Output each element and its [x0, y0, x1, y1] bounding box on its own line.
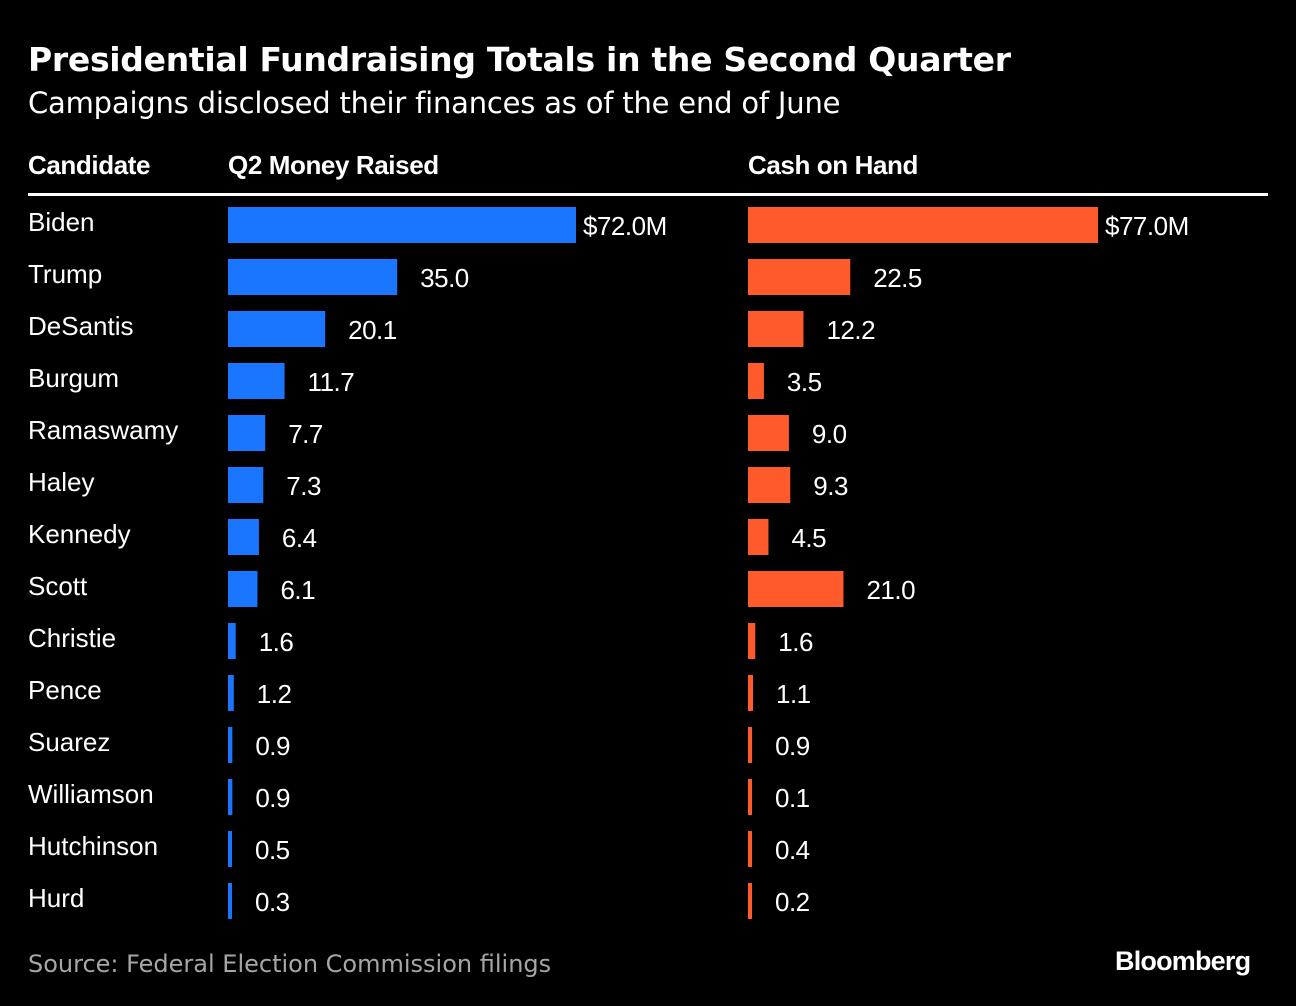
bar-cash-on-hand-hutchinson: [748, 831, 752, 867]
source-note: Source: Federal Election Commission fili…: [28, 950, 552, 978]
bar-q2-money-raised-trump: [228, 259, 398, 295]
bar-q2-money-raised-burgum: [228, 363, 285, 399]
data-label-cash-on-hand-hutchinson: 0.4: [775, 835, 810, 865]
column-header-q2-money-raised: Q2 Money Raised: [228, 150, 439, 180]
category-label-ramaswamy: Ramaswamy: [28, 415, 178, 445]
bar-cash-on-hand-haley: [748, 467, 791, 503]
data-label-q2-money-raised-biden: $72.0M: [583, 211, 667, 241]
category-label-desantis: DeSantis: [28, 311, 134, 341]
data-label-q2-money-raised-hutchinson: 0.5: [255, 835, 290, 865]
category-label-hutchinson: Hutchinson: [28, 831, 158, 861]
category-label-trump: Trump: [28, 259, 102, 289]
data-label-q2-money-raised-desantis: 20.1: [348, 315, 397, 345]
bloomberg-logo: Bloomberg: [1115, 946, 1251, 976]
data-label-cash-on-hand-hurd: 0.2: [775, 887, 810, 917]
bar-q2-money-raised-suarez: [228, 727, 233, 763]
bar-cash-on-hand-pence: [748, 675, 753, 711]
data-label-q2-money-raised-kennedy: 6.4: [282, 523, 317, 553]
category-label-christie: Christie: [28, 623, 116, 653]
data-label-q2-money-raised-suarez: 0.9: [255, 731, 290, 761]
bar-cash-on-hand-biden: [748, 207, 1098, 243]
category-label-williamson: Williamson: [28, 779, 154, 809]
category-label-haley: Haley: [28, 467, 94, 497]
data-label-cash-on-hand-burgum: 3.5: [787, 367, 822, 397]
data-label-cash-on-hand-suarez: 0.9: [775, 731, 810, 761]
data-label-cash-on-hand-scott: 21.0: [866, 575, 915, 605]
data-label-q2-money-raised-burgum: 11.7: [308, 367, 355, 397]
data-label-cash-on-hand-trump: 22.5: [873, 263, 922, 293]
category-label-kennedy: Kennedy: [28, 519, 131, 549]
bar-cash-on-hand-burgum: [748, 363, 764, 399]
category-label-biden: Biden: [28, 207, 95, 237]
data-label-cash-on-hand-desantis: 12.2: [826, 315, 875, 345]
bar-cash-on-hand-desantis: [748, 311, 804, 347]
category-label-hurd: Hurd: [28, 883, 84, 913]
chart-title: Presidential Fundraising Totals in the S…: [28, 40, 1011, 79]
data-label-cash-on-hand-haley: 9.3: [813, 471, 848, 501]
bar-cash-on-hand-kennedy: [748, 519, 769, 555]
column-header-candidate: Candidate: [28, 150, 151, 180]
bar-q2-money-raised-kennedy: [228, 519, 259, 555]
category-label-suarez: Suarez: [28, 727, 110, 757]
data-label-cash-on-hand-pence: 1.1: [776, 679, 811, 709]
bar-q2-money-raised-scott: [228, 571, 258, 607]
data-label-cash-on-hand-biden: $77.0M: [1105, 211, 1189, 241]
bar-q2-money-raised-hutchinson: [228, 831, 232, 867]
bar-q2-money-raised-williamson: [228, 779, 233, 815]
bar-q2-money-raised-desantis: [228, 311, 326, 347]
chart-subtitle: Campaigns disclosed their finances as of…: [28, 86, 841, 120]
bar-cash-on-hand-hurd: [748, 883, 752, 919]
bar-q2-money-raised-ramaswamy: [228, 415, 266, 451]
data-label-q2-money-raised-scott: 6.1: [280, 575, 315, 605]
data-label-q2-money-raised-hurd: 0.3: [255, 887, 290, 917]
bar-cash-on-hand-ramaswamy: [748, 415, 789, 451]
category-label-burgum: Burgum: [28, 363, 119, 393]
category-label-scott: Scott: [28, 571, 88, 601]
bar-cash-on-hand-scott: [748, 571, 844, 607]
bar-q2-money-raised-hurd: [228, 883, 232, 919]
bar-q2-money-raised-haley: [228, 467, 264, 503]
data-label-q2-money-raised-christie: 1.6: [259, 627, 294, 657]
data-label-q2-money-raised-pence: 1.2: [257, 679, 292, 709]
data-label-cash-on-hand-kennedy: 4.5: [791, 523, 826, 553]
data-label-cash-on-hand-ramaswamy: 9.0: [812, 419, 847, 449]
bar-q2-money-raised-biden: [228, 207, 576, 243]
data-label-cash-on-hand-williamson: 0.1: [775, 783, 810, 813]
data-label-cash-on-hand-christie: 1.6: [778, 627, 813, 657]
category-label-pence: Pence: [28, 675, 102, 705]
data-label-q2-money-raised-williamson: 0.9: [255, 783, 290, 813]
column-header-cash-on-hand: Cash on Hand: [748, 150, 918, 180]
header-rule: [28, 193, 1268, 196]
bar-q2-money-raised-pence: [228, 675, 234, 711]
bar-cash-on-hand-williamson: [748, 779, 752, 815]
data-label-q2-money-raised-ramaswamy: 7.7: [288, 419, 323, 449]
data-label-q2-money-raised-trump: 35.0: [420, 263, 469, 293]
bar-cash-on-hand-suarez: [748, 727, 753, 763]
bar-cash-on-hand-christie: [748, 623, 756, 659]
data-label-q2-money-raised-haley: 7.3: [286, 471, 321, 501]
bar-q2-money-raised-christie: [228, 623, 236, 659]
bar-cash-on-hand-trump: [748, 259, 851, 295]
